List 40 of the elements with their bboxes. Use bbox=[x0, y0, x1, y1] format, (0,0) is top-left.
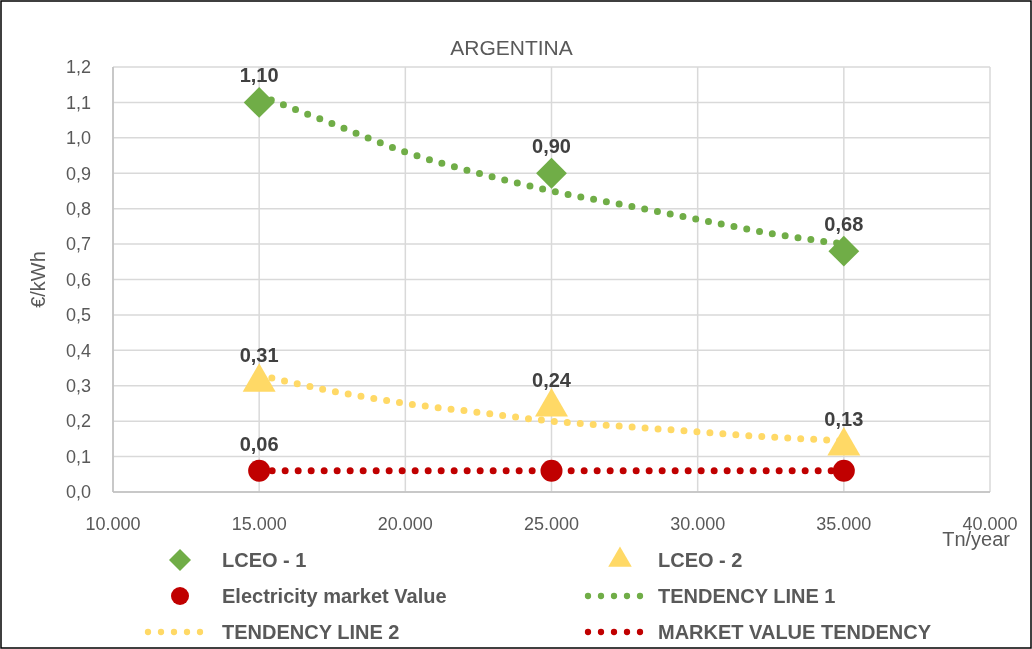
legend-label: TENDENCY LINE 1 bbox=[658, 585, 836, 607]
point bbox=[832, 459, 855, 482]
x-tick-label: 25.000 bbox=[523, 514, 580, 534]
legend-label: LCEO - 1 bbox=[222, 549, 307, 571]
data-label: 0,13 bbox=[824, 407, 864, 430]
y-tick-label: 0,2 bbox=[65, 411, 91, 432]
legend-label: Electricity market Value bbox=[222, 585, 447, 607]
point bbox=[248, 459, 271, 482]
data-label: 0,68 bbox=[824, 213, 864, 236]
data-label: 1,10 bbox=[239, 64, 279, 87]
x-tick-label: 35.000 bbox=[816, 514, 872, 534]
y-tick-label: 0,9 bbox=[65, 163, 91, 184]
y-tick-label: 0,3 bbox=[65, 376, 91, 397]
point bbox=[540, 459, 563, 482]
y-tick-label: 0,7 bbox=[65, 234, 91, 255]
point bbox=[828, 235, 860, 267]
y-tick-label: 0,6 bbox=[65, 269, 91, 290]
x-tick-label: 20.000 bbox=[377, 514, 433, 534]
data-label: 0,90 bbox=[532, 135, 571, 158]
legend-label: TENDENCY LINE 2 bbox=[222, 621, 400, 643]
data-label: 0,31 bbox=[239, 344, 279, 367]
x-tick-label: 15.000 bbox=[231, 514, 287, 534]
chart-title: ARGENTINA bbox=[450, 36, 573, 59]
data-label: 0,06 bbox=[239, 432, 279, 455]
legend-label: LCEO - 2 bbox=[658, 549, 743, 571]
y-axis-title: €/kWh bbox=[27, 251, 49, 308]
y-tick-label: 0,8 bbox=[65, 198, 91, 219]
x-tick-label: 30.000 bbox=[670, 514, 726, 534]
x-tick-label: 10.000 bbox=[85, 514, 141, 534]
y-tick-label: 1,2 bbox=[65, 57, 91, 78]
y-tick-label: 0,5 bbox=[65, 305, 91, 326]
legend-label: MARKET VALUE TENDENCY bbox=[658, 621, 932, 643]
y-tick-label: 0,1 bbox=[65, 446, 91, 467]
y-tick-label: 1,0 bbox=[65, 128, 91, 149]
y-tick-label: 1,1 bbox=[65, 92, 91, 113]
data-label: 0,24 bbox=[532, 369, 572, 391]
y-tick-label: 0,4 bbox=[65, 340, 91, 361]
point bbox=[536, 157, 567, 189]
y-tick-label: 0,0 bbox=[65, 482, 91, 503]
point bbox=[243, 87, 275, 118]
